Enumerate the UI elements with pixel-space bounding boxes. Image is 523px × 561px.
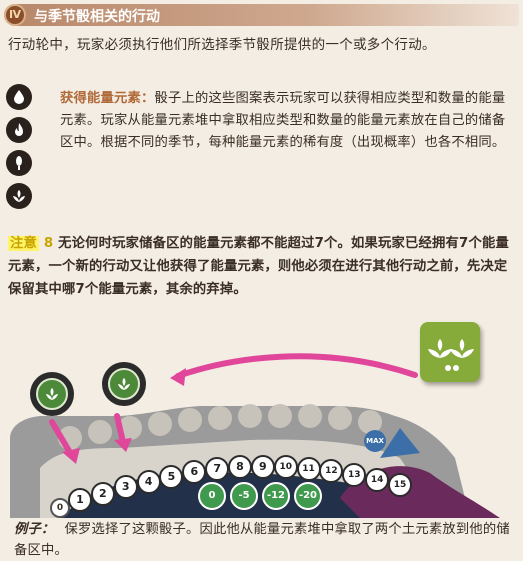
earth-die <box>420 322 480 382</box>
water-drop-icon <box>6 84 32 110</box>
section-badge: Ⅳ <box>4 4 26 26</box>
note-text: 无论何时玩家储备区的能量元素都不能超过7个。如果玩家已经拥有7个能量元素，一个新… <box>8 236 509 297</box>
track-number-2: 2 <box>90 481 115 506</box>
energy-text: 骰子上的这些图案表示玩家可以获得相应类型和数量的能量元素。玩家从能量元素堆中拿取… <box>60 91 506 150</box>
earth-seal-left <box>30 372 74 416</box>
track-number-10: 10 <box>273 455 298 480</box>
energy-heading: 获得能量元素： <box>60 91 155 106</box>
note-tag: 注意 <box>8 236 39 251</box>
track-number-5: 5 <box>159 464 184 489</box>
caption-text: 保罗选择了这颗骰子。因此他从能量元素堆中拿取了两个土元素放到他的储备区中。 <box>14 522 510 558</box>
example-illustration: 0 MAX 1 2 3 4 5 6 7 8 9 10 11 12 13 14 15 0 -5 -12 -20 <box>0 348 523 518</box>
energy-paragraph: 获得能量元素：骰子上的这些图案表示玩家可以获得相应类型和数量的能量元素。玩家从能… <box>60 88 515 154</box>
track-number-3: 3 <box>113 475 138 500</box>
penalty-marker-0: 0 <box>198 482 226 510</box>
track-number-4: 4 <box>136 469 161 494</box>
energy-icon-column <box>6 84 32 216</box>
note-paragraph: 注意 8 无论何时玩家储备区的能量元素都不能超过7个。如果玩家已经拥有7个能量元… <box>8 232 518 301</box>
track-number-7: 7 <box>205 457 230 482</box>
example-caption: 例子： 保罗选择了这颗骰子。因此他从能量元素堆中拿取了两个土元素放到他的储备区中。 <box>14 519 514 561</box>
track-start-marker: 0 <box>50 498 70 518</box>
earth-icon <box>36 378 68 410</box>
section-title: 与季节骰相关的行动 <box>34 9 160 25</box>
track-number-15: 15 <box>388 472 412 497</box>
track-number-9: 9 <box>250 454 275 479</box>
earth-seal-right <box>102 362 146 406</box>
earth-icon <box>108 368 140 400</box>
fire-icon <box>6 117 32 143</box>
penalty-marker-2: -12 <box>262 482 290 510</box>
track-number-14: 14 <box>365 467 390 492</box>
intro-text: 行动轮中，玩家必须执行他们所选择季节骰所提供的一个或多个行动。 <box>8 37 436 53</box>
air-icon <box>6 150 32 176</box>
track-number-12: 12 <box>319 459 344 484</box>
penalty-marker-3: -20 <box>294 482 322 510</box>
track-number-1: 1 <box>68 488 92 512</box>
penalty-marker-1: -5 <box>230 482 258 510</box>
note-bullet: 8 <box>43 236 54 251</box>
max-marker: MAX <box>364 430 386 452</box>
caption-label: 例子： <box>14 522 55 537</box>
track-number-11: 11 <box>296 456 321 481</box>
section-header: Ⅳ 与季节骰相关的行动 <box>4 4 519 26</box>
earth-icon <box>6 183 32 209</box>
